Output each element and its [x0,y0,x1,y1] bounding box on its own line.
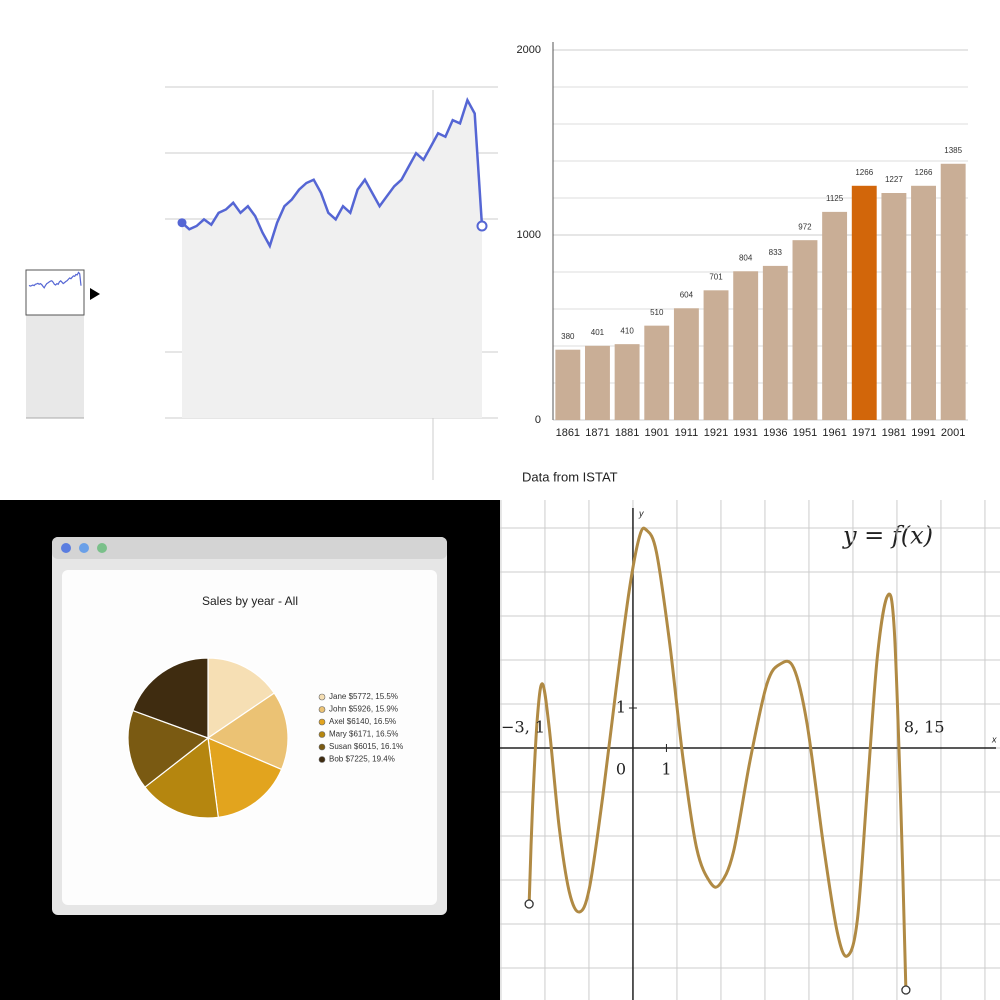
x-axis-label: x [991,734,997,744]
legend-swatch [318,731,326,738]
x-tick-label: 0 [616,760,626,779]
legend-label: John $5926, 15.9% [329,705,398,714]
window-button[interactable] [97,543,107,553]
x-tick-label: 1881 [615,427,639,439]
data-label: 1266 [855,168,873,177]
bar [911,185,936,420]
data-label: 1385 [944,146,962,155]
y-axis-label: y [638,508,644,518]
data-label: 701 [709,272,723,281]
legend-swatch [318,743,326,751]
x-tick-label: 1871 [585,427,609,439]
x-tick-label: 1971 [852,427,876,439]
endpoint [524,899,534,909]
endpoint-label: −3, 1 [501,718,545,737]
navigator-line [28,271,82,289]
navigator-arrow[interactable] [90,288,100,300]
legend-swatch [318,718,326,726]
bar [673,308,699,420]
legend-label: Bob $7225, 19.4% [329,755,395,764]
chart-title: Sales by year - All [202,594,298,608]
pie-slice [207,657,276,740]
navigator-window[interactable] [25,269,85,316]
pie-slice [206,692,289,771]
plot-background [500,500,1000,1000]
x-tick-label: 1901 [645,427,669,439]
bar [881,193,907,420]
legend-swatch [318,706,326,713]
y-tick-label: 2000 [517,44,541,56]
x-tick-label: 1951 [793,427,817,439]
bar [614,344,640,420]
x-tick-label: 1991 [911,427,935,439]
data-label: 804 [739,253,753,262]
bar [585,345,610,420]
data-label: 1266 [915,168,933,177]
endpoint [901,985,911,995]
legend-swatch [318,693,326,701]
pie-slice [132,657,209,739]
window-button[interactable] [79,543,89,553]
area-fill [182,100,482,418]
pie-slice [144,736,219,819]
bar [792,240,818,420]
function-title: y = f(x) [842,522,933,550]
data-label: 833 [769,248,783,257]
window-button[interactable] [61,543,71,553]
legend-swatch [318,756,326,763]
bar [555,349,581,420]
y-tick-label: 1000 [517,229,541,241]
x-tick-label: 1981 [882,427,906,439]
x-tick-label: 1921 [704,427,728,439]
line [181,97,484,250]
y-tick-label: 0 [535,414,541,426]
pie-slice [127,709,210,789]
data-label: 1125 [826,194,844,203]
y-tick-label: 1 [616,698,626,717]
bar [733,271,759,420]
data-label: 410 [620,326,634,335]
bar [940,163,966,420]
caption: Data from ISTAT [522,469,618,484]
pie-slice [207,737,283,819]
start-point [177,218,187,228]
x-tick-label: 1961 [822,427,846,439]
x-tick-label: 2001 [941,427,965,439]
endpoint-label: 8, 15 [904,718,945,737]
title-bar [52,537,447,559]
data-label: 972 [798,222,812,231]
legend-label: Susan $6015, 16.1% [329,742,403,751]
x-tick-label: 1936 [763,427,787,439]
bar [644,325,670,420]
bar [762,265,788,420]
x-tick-label: 1 [661,760,671,779]
data-label: 1227 [885,175,903,184]
legend-label: Jane $5772, 15.5% [329,692,398,701]
bar [822,211,848,420]
data-label: 401 [591,328,605,337]
bar [851,185,877,420]
curve [527,526,908,991]
data-label: 380 [561,332,575,341]
x-tick-label: 1931 [733,427,757,439]
data-label: 604 [680,290,694,299]
bar [703,290,729,420]
data-label: 510 [650,308,664,317]
legend-label: Axel $6140, 16.5% [329,717,396,726]
legend-label: Mary $6171, 16.5% [329,730,398,739]
x-tick-label: 1911 [675,427,699,439]
end-point [476,220,488,232]
x-tick-label: 1861 [556,427,580,439]
